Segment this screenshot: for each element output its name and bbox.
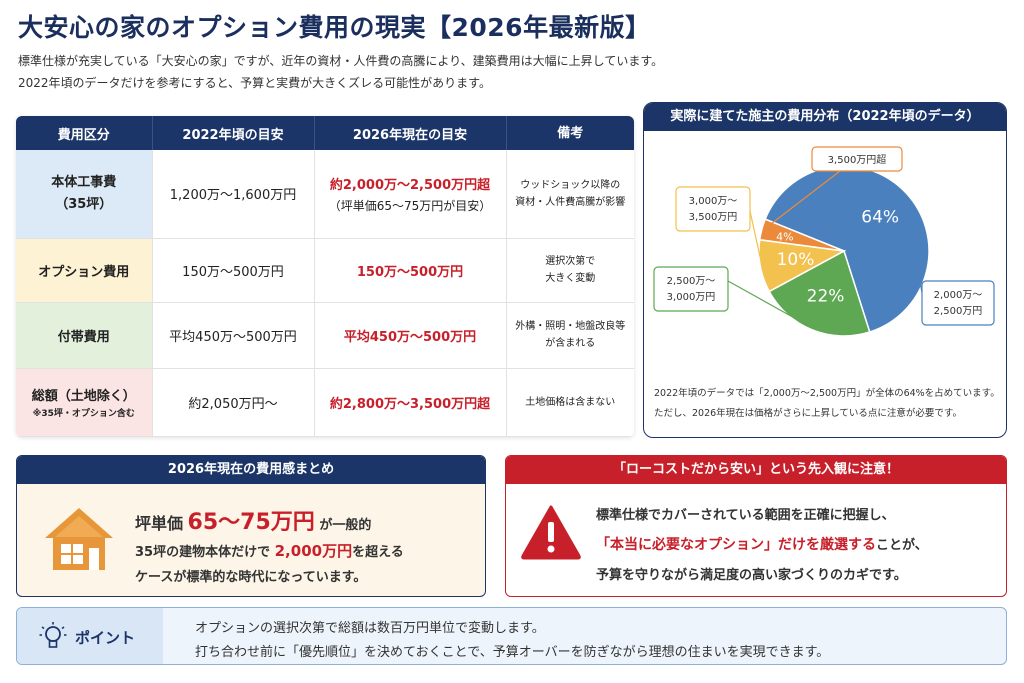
row-category: オプション費用 bbox=[16, 238, 153, 303]
pie-category-label: 2,500万円 bbox=[934, 306, 983, 317]
row-note-2: 大きく変動 bbox=[545, 273, 596, 284]
table-row: 総額（土地除く） ※35坪・オプション含む 約2,050万円～ 約2,800万～… bbox=[16, 368, 634, 437]
pie-callout-line bbox=[727, 280, 814, 329]
table-header-2026: 2026年現在の目安 bbox=[314, 116, 507, 150]
summary-line-2-end: を超える bbox=[352, 545, 404, 560]
pie-note-1: 2022年頃のデータでは「2,000万～2,500万円」が全体の64%を占めてい… bbox=[654, 388, 1000, 399]
row-category-sub: ※35坪・オプション含む bbox=[32, 409, 135, 419]
summary-tsubo-label: 坪単価 bbox=[135, 514, 184, 533]
pie-value-label: 64% bbox=[861, 208, 899, 228]
intro-text-2: 2022年頃のデータだけを参考にすると、予算と実費が大きくズレる可能性があります… bbox=[18, 76, 491, 90]
pie-value-label: 4% bbox=[776, 230, 793, 243]
pie-callout-line bbox=[763, 170, 841, 231]
point-line-2: 打ち合わせ前に「優先順位」を決めておくことで、予算オーバーを防ぎながら理想の住ま… bbox=[195, 645, 830, 660]
page-title: 大安心の家のオプション費用の現実【2026年最新版】 bbox=[18, 13, 651, 42]
row-note: 土地価格は含まない bbox=[506, 368, 634, 437]
pie-category-label: 3,000万円 bbox=[667, 292, 716, 303]
warning-emphasis: 「本当に必要なオプション」だけを厳選する bbox=[596, 537, 876, 553]
row-new-value: 平均450万～500万円 bbox=[314, 302, 507, 369]
summary-amount: 2,000万円 bbox=[274, 542, 353, 560]
cost-distribution-panel: 実際に建てた施主の費用分布（2022年頃のデータ） 64% 2,000万～ 2,50… bbox=[643, 102, 1007, 438]
warning-line-3: 予算を守りながら満足度の高い家づくりのカギです。 bbox=[596, 568, 907, 583]
row-category: 本体工事費 （35坪） bbox=[16, 150, 153, 239]
summary-line-1: 坪単価 65～75万円 が一般的 bbox=[135, 504, 371, 536]
row-new-value-main: 約2,000万～2,500万円超 bbox=[329, 177, 491, 193]
point-box: ポイント オプションの選択次第で総額は数百万円単位で変動します。 打ち合わせ前に… bbox=[16, 607, 1007, 665]
summary-tsubo-price: 65～75万円 bbox=[187, 510, 315, 535]
row-old-value: 平均450万～500万円 bbox=[152, 302, 315, 369]
row-note: ウッドショック以降の 資材・人件費高騰が影響 bbox=[506, 150, 634, 239]
warning-icon bbox=[521, 505, 581, 560]
pie-slice bbox=[764, 165, 930, 333]
pie-note-2: ただし、2026年現在は価格がさらに上昇している点に注意が必要です。 bbox=[654, 408, 962, 419]
table-header-row: 費用区分 2022年頃の目安 2026年現在の目安 備考 bbox=[16, 116, 634, 150]
point-label: ポイント bbox=[75, 629, 136, 647]
row-note-1: 選択次第で bbox=[545, 256, 596, 267]
summary-box: 2026年現在の費用感まとめ 坪単価 65～75万円 が一般的 35坪の建物本体… bbox=[16, 455, 486, 597]
pie-category-label: 2,500万～ bbox=[667, 276, 716, 287]
pie-chart: 64% 2,000万～ 2,500万円 22% 2,500万～ 3,000万円 10% 3,0… bbox=[653, 146, 995, 337]
table-header-category: 費用区分 bbox=[16, 116, 153, 150]
pie-callout-box bbox=[675, 186, 751, 232]
table-row: オプション費用 150万～500万円 150万～500万円 選択次第で 大きく変… bbox=[16, 238, 634, 303]
point-label-area bbox=[17, 608, 163, 664]
pie-category-label: 3,500万円 bbox=[689, 212, 738, 223]
point-line-1: オプションの選択次第で総額は数百万円単位で変動します。 bbox=[195, 621, 545, 636]
row-note-2: が含まれる bbox=[545, 338, 596, 349]
pie-callout-box bbox=[811, 146, 903, 172]
lightbulb-icon bbox=[39, 622, 67, 648]
warning-line-1: 標準仕様でカバーされている範囲を正確に把握し、 bbox=[596, 508, 895, 523]
pie-callout-box bbox=[653, 266, 729, 312]
summary-line-1-end: が一般的 bbox=[319, 518, 372, 533]
row-old-value: 約2,050万円～ bbox=[152, 368, 315, 437]
table-header-2022: 2022年頃の目安 bbox=[152, 116, 315, 150]
cost-table: 費用区分 2022年頃の目安 2026年現在の目安 備考 本体工事費 （35坪）… bbox=[16, 116, 634, 437]
row-new-value: 約2,000万～2,500万円超 （坪単価65～75万円が目安） bbox=[314, 150, 507, 239]
warning-header: 「ローコストだから安い」という先入観に注意！ bbox=[506, 456, 1006, 484]
table-row: 付帯費用 平均450万～500万円 平均450万～500万円 外構・照明・地盤改… bbox=[16, 302, 634, 369]
row-note: 選択次第で 大きく変動 bbox=[506, 238, 634, 303]
row-category-label: 総額（土地除く） bbox=[31, 389, 136, 404]
summary-line-3: ケースが標準的な時代になっています。 bbox=[135, 570, 367, 585]
pie-category-label: 3,500万円超 bbox=[828, 153, 887, 166]
house-icon bbox=[45, 508, 113, 570]
row-category: 付帯費用 bbox=[16, 302, 153, 369]
row-note-2: 資材・人件費高騰が影響 bbox=[515, 196, 626, 208]
pie-category-label: 2,000万～ bbox=[934, 290, 983, 301]
pie-value-label: 10% bbox=[777, 250, 815, 270]
row-note-1: 外構・照明・地盤改良等 bbox=[515, 321, 626, 332]
pie-slice bbox=[768, 249, 871, 337]
row-category: 総額（土地除く） ※35坪・オプション含む bbox=[16, 368, 153, 437]
intro-text-1: 標準仕様が充実している「大安心の家」ですが、近年の資材・人件費の高騰により、建築… bbox=[18, 54, 664, 68]
table-header-note: 備考 bbox=[506, 116, 634, 150]
pie-callout-box bbox=[921, 280, 995, 326]
summary-line-2: 35坪の建物本体だけで 2,000万円を超える bbox=[135, 540, 404, 561]
pie-category-label: 3,000万～ bbox=[689, 196, 738, 207]
pie-slice bbox=[758, 218, 845, 252]
pie-callout-line bbox=[904, 194, 923, 294]
pie-panel-header: 実際に建てた施主の費用分布（2022年頃のデータ） bbox=[644, 103, 1006, 131]
summary-line-2-start: 35坪の建物本体だけで bbox=[135, 545, 271, 560]
summary-header: 2026年現在の費用感まとめ bbox=[17, 456, 485, 484]
warning-box: 「ローコストだから安い」という先入観に注意！ 標準仕様でカバーされている範囲を正… bbox=[505, 455, 1007, 597]
row-old-value: 150万～500万円 bbox=[152, 238, 315, 303]
row-category-label: 本体工事費 bbox=[51, 174, 117, 190]
row-category-sub: （35坪） bbox=[55, 196, 113, 212]
row-new-value: 150万～500万円 bbox=[314, 238, 507, 303]
row-old-value: 1,200万～1,600万円 bbox=[152, 150, 315, 239]
row-note: 外構・照明・地盤改良等 が含まれる bbox=[506, 302, 634, 369]
row-new-value-sub: （坪単価65～75万円が目安） bbox=[328, 198, 492, 213]
pie-callout-line bbox=[749, 210, 763, 267]
table-row: 本体工事費 （35坪） 1,200万～1,600万円 約2,000万～2,500… bbox=[16, 150, 634, 239]
pie-value-label: 22% bbox=[807, 287, 845, 307]
warning-line-2-end: ことが、 bbox=[876, 538, 928, 553]
row-new-value: 約2,800万～3,500万円超 bbox=[314, 368, 507, 437]
row-note-1: ウッドショック以降の bbox=[520, 179, 621, 191]
warning-line-2: 「本当に必要なオプション」だけを厳選することが、 bbox=[596, 534, 928, 554]
